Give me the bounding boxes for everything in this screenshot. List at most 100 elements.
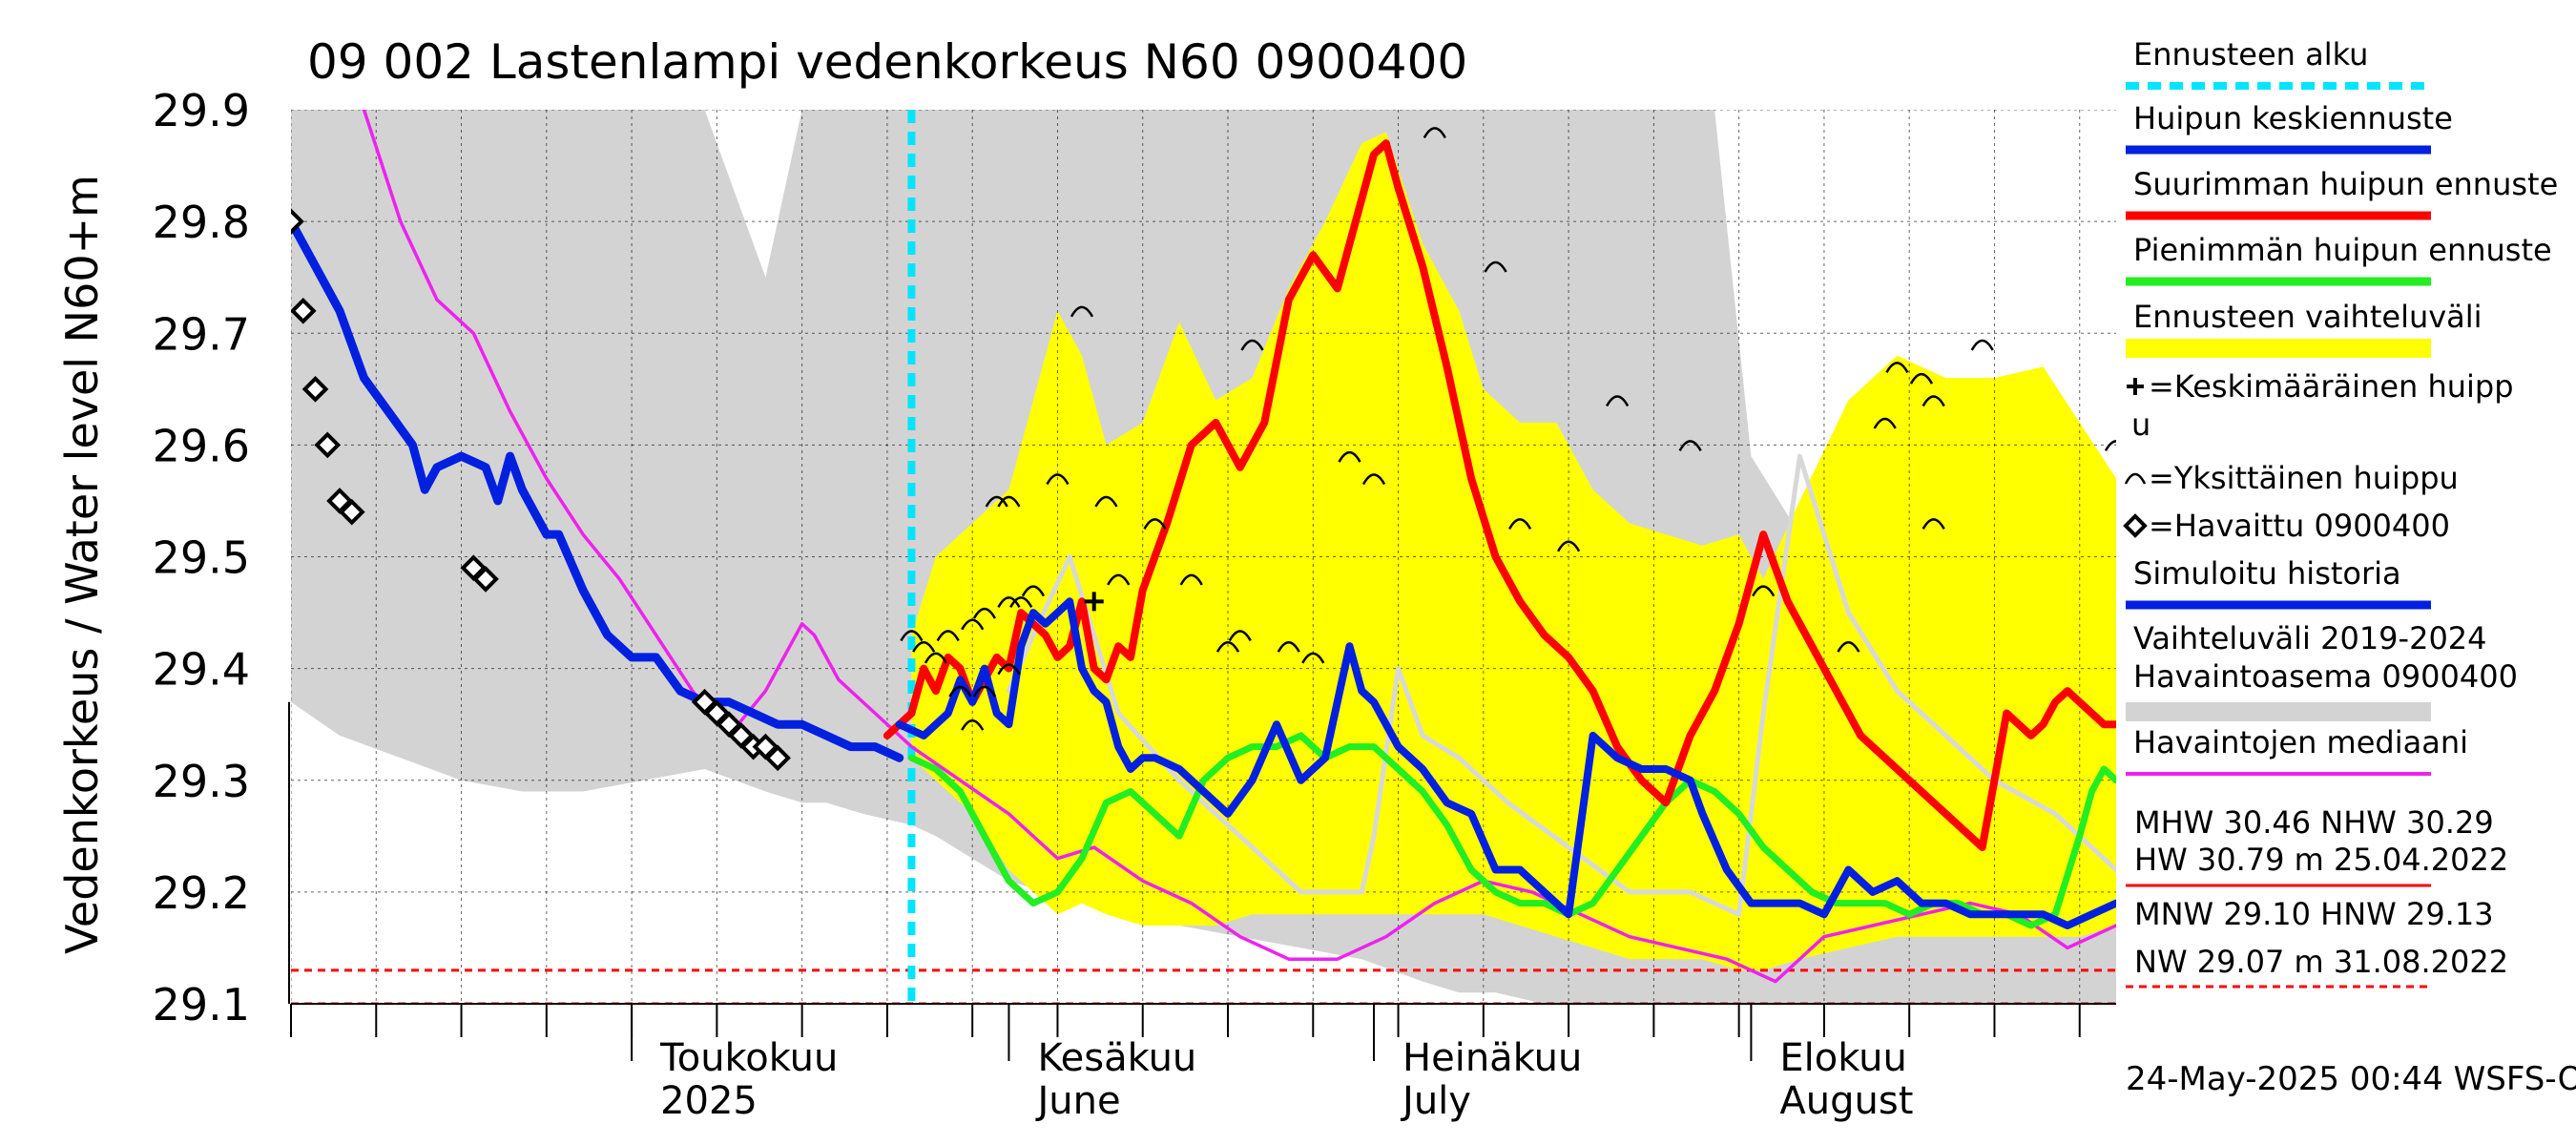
- y-tick-label: 29.1: [153, 979, 250, 1030]
- observed-point: [291, 208, 304, 235]
- individual-peak-marker: [1338, 450, 1361, 463]
- series-lines: [291, 110, 2116, 984]
- individual-peak-marker: [936, 630, 960, 642]
- individual-peak-marker: [1970, 339, 1994, 351]
- individual-peak-marker: [1885, 362, 1909, 374]
- legend-item-6-label: =Yksittäinen huippu: [2149, 460, 2459, 496]
- individual-peak-marker: [1423, 127, 1446, 139]
- individual-peak-marker: [1361, 473, 1386, 486]
- individual-peak-marker: [1179, 573, 1203, 586]
- y-tick-label: 29.7: [153, 308, 250, 360]
- individual-peak-marker: [1143, 518, 1167, 530]
- legend-item-9-swatch: [2126, 702, 2431, 721]
- individual-peak-marker: [1215, 640, 1240, 653]
- individual-peak-marker: [924, 652, 948, 664]
- peak-markers: [291, 127, 2116, 772]
- legend-item-9-label: Vaihteluväli 2019-2024: [2133, 620, 2487, 656]
- stats-nw: NW 29.07 m 31.08.2022: [2134, 944, 2508, 980]
- individual-peak-marker: [1301, 652, 1325, 664]
- y-tick-label: 29.3: [153, 756, 250, 807]
- y-tick-label: 29.8: [153, 197, 250, 248]
- observed-point: [291, 297, 317, 324]
- legend-item-4-swatch: [2126, 339, 2431, 358]
- chart-title: 09 002 Lastenlampi vedenkorkeus N60 0900…: [307, 34, 1467, 90]
- series-havaintojen-mediaani: [362, 110, 2116, 984]
- individual-peak-marker: [1046, 473, 1070, 486]
- forecast-range-band: [911, 132, 2116, 970]
- individual-peak-marker: [1873, 417, 1897, 429]
- x-month-label: Elokuu: [1779, 1036, 1907, 1080]
- individual-peak-marker: [1094, 495, 1118, 508]
- individual-peak-marker: [1070, 305, 1094, 318]
- individual-peak-marker: [900, 630, 924, 642]
- legend-item-7-diamond-swatch: [2123, 513, 2148, 538]
- legend-item-10-label: Havaintojen mediaani: [2133, 724, 2468, 760]
- stats-mhw: MHW 30.46 NHW 30.29: [2134, 804, 2494, 841]
- individual-peak-marker: [997, 596, 1021, 608]
- x-month-label: Heinäkuu: [1402, 1036, 1582, 1080]
- y-tick-label: 29.6: [153, 420, 250, 471]
- legend-item-7-label: =Havaittu 0900400: [2149, 508, 2450, 544]
- y-tick-label: 29.9: [153, 85, 250, 136]
- individual-peak-marker: [1922, 395, 1945, 407]
- legend-item-9-label-cont: Havaintoasema 0900400: [2133, 658, 2518, 695]
- stats-hw: HW 30.79 m 25.04.2022: [2134, 842, 2508, 878]
- observed-point: [314, 431, 342, 459]
- legend-item-8-label: Simuloitu historia: [2133, 555, 2401, 592]
- individual-peak-marker: [1507, 518, 1532, 530]
- individual-peak-marker: [2104, 440, 2116, 452]
- x-month-label: Toukokuu: [659, 1036, 838, 1080]
- individual-peak-marker: [1752, 585, 1776, 597]
- y-tick-label: 29.4: [153, 644, 250, 696]
- legend-item-5-label: =Keskimääräinen huipp: [2149, 368, 2514, 405]
- legend-item-5-label-cont: u: [2131, 406, 2150, 443]
- legend: Ennusteen alku Huipun keskiennuste Suurimm…: [2123, 36, 2558, 989]
- legend-item-1-label: Huipun keskiennuste: [2133, 100, 2453, 136]
- individual-peak-marker: [948, 685, 972, 697]
- x-month-sublabel: 2025: [660, 1079, 758, 1123]
- individual-peak-marker: [1606, 395, 1630, 407]
- individual-peak-marker: [1021, 585, 1046, 597]
- x-month-sublabel: August: [1779, 1079, 1913, 1123]
- individual-peak-marker: [1678, 440, 1702, 452]
- x-month-sublabel: June: [1034, 1079, 1120, 1123]
- observed-point: [301, 375, 329, 403]
- observed-point: [764, 744, 791, 772]
- axes: 29.1 29.2 29.3 29.4 29.5 29.6 29.7 29.8 29.9 Touk…: [153, 85, 2116, 1123]
- legend-item-0-label: Ennusteen alku: [2133, 36, 2368, 73]
- individual-peak-marker: [961, 618, 985, 631]
- legend-item-5-plus-swatch: [2127, 378, 2144, 395]
- individual-peak-marker: [1484, 260, 1507, 273]
- individual-peak-marker: [1557, 540, 1581, 552]
- series-vaihteluv-li-2019-2024-mediaani-: [1006, 453, 2116, 917]
- legend-item-2-label: Suurimman huipun ennuste: [2133, 166, 2558, 202]
- series-huipun-keskiennuste: [895, 597, 2116, 929]
- y-tick-label: 29.5: [153, 532, 250, 584]
- observed-point: [472, 566, 499, 593]
- individual-peak-marker: [997, 495, 1021, 508]
- individual-peak-marker: [985, 495, 1008, 508]
- individual-peak-marker: [912, 640, 936, 653]
- mean-peak-marker: [1084, 592, 1104, 612]
- individual-peak-marker: [997, 663, 1021, 676]
- series-simuloitu-historia: [291, 217, 904, 762]
- x-month-label: Kesäkuu: [1037, 1036, 1196, 1080]
- reference-lines: [291, 110, 2116, 1004]
- individual-peak-marker: [1240, 339, 1264, 351]
- individual-peak-marker: [1277, 640, 1300, 653]
- individual-peak-marker: [1922, 518, 1945, 530]
- legend-item-4-label: Ennusteen vaihteluväli: [2133, 299, 2483, 335]
- individual-peak-marker: [1228, 630, 1252, 642]
- observed-point: [338, 498, 365, 526]
- stats-mnw: MNW 29.10 HNW 29.13: [2134, 896, 2494, 932]
- individual-peak-marker: [1909, 372, 1934, 385]
- individual-peak-marker: [1107, 573, 1131, 586]
- individual-peak-marker: [972, 607, 997, 619]
- individual-peak-marker: [961, 718, 985, 731]
- y-tick-label: 29.2: [153, 867, 250, 919]
- legend-item-6-arc-swatch: [2124, 472, 2147, 485]
- footer-timestamp: 24-May-2025 00:44 WSFS-O: [2126, 1060, 2576, 1098]
- individual-peak-marker: [972, 685, 997, 697]
- individual-peak-marker: [1837, 640, 1860, 653]
